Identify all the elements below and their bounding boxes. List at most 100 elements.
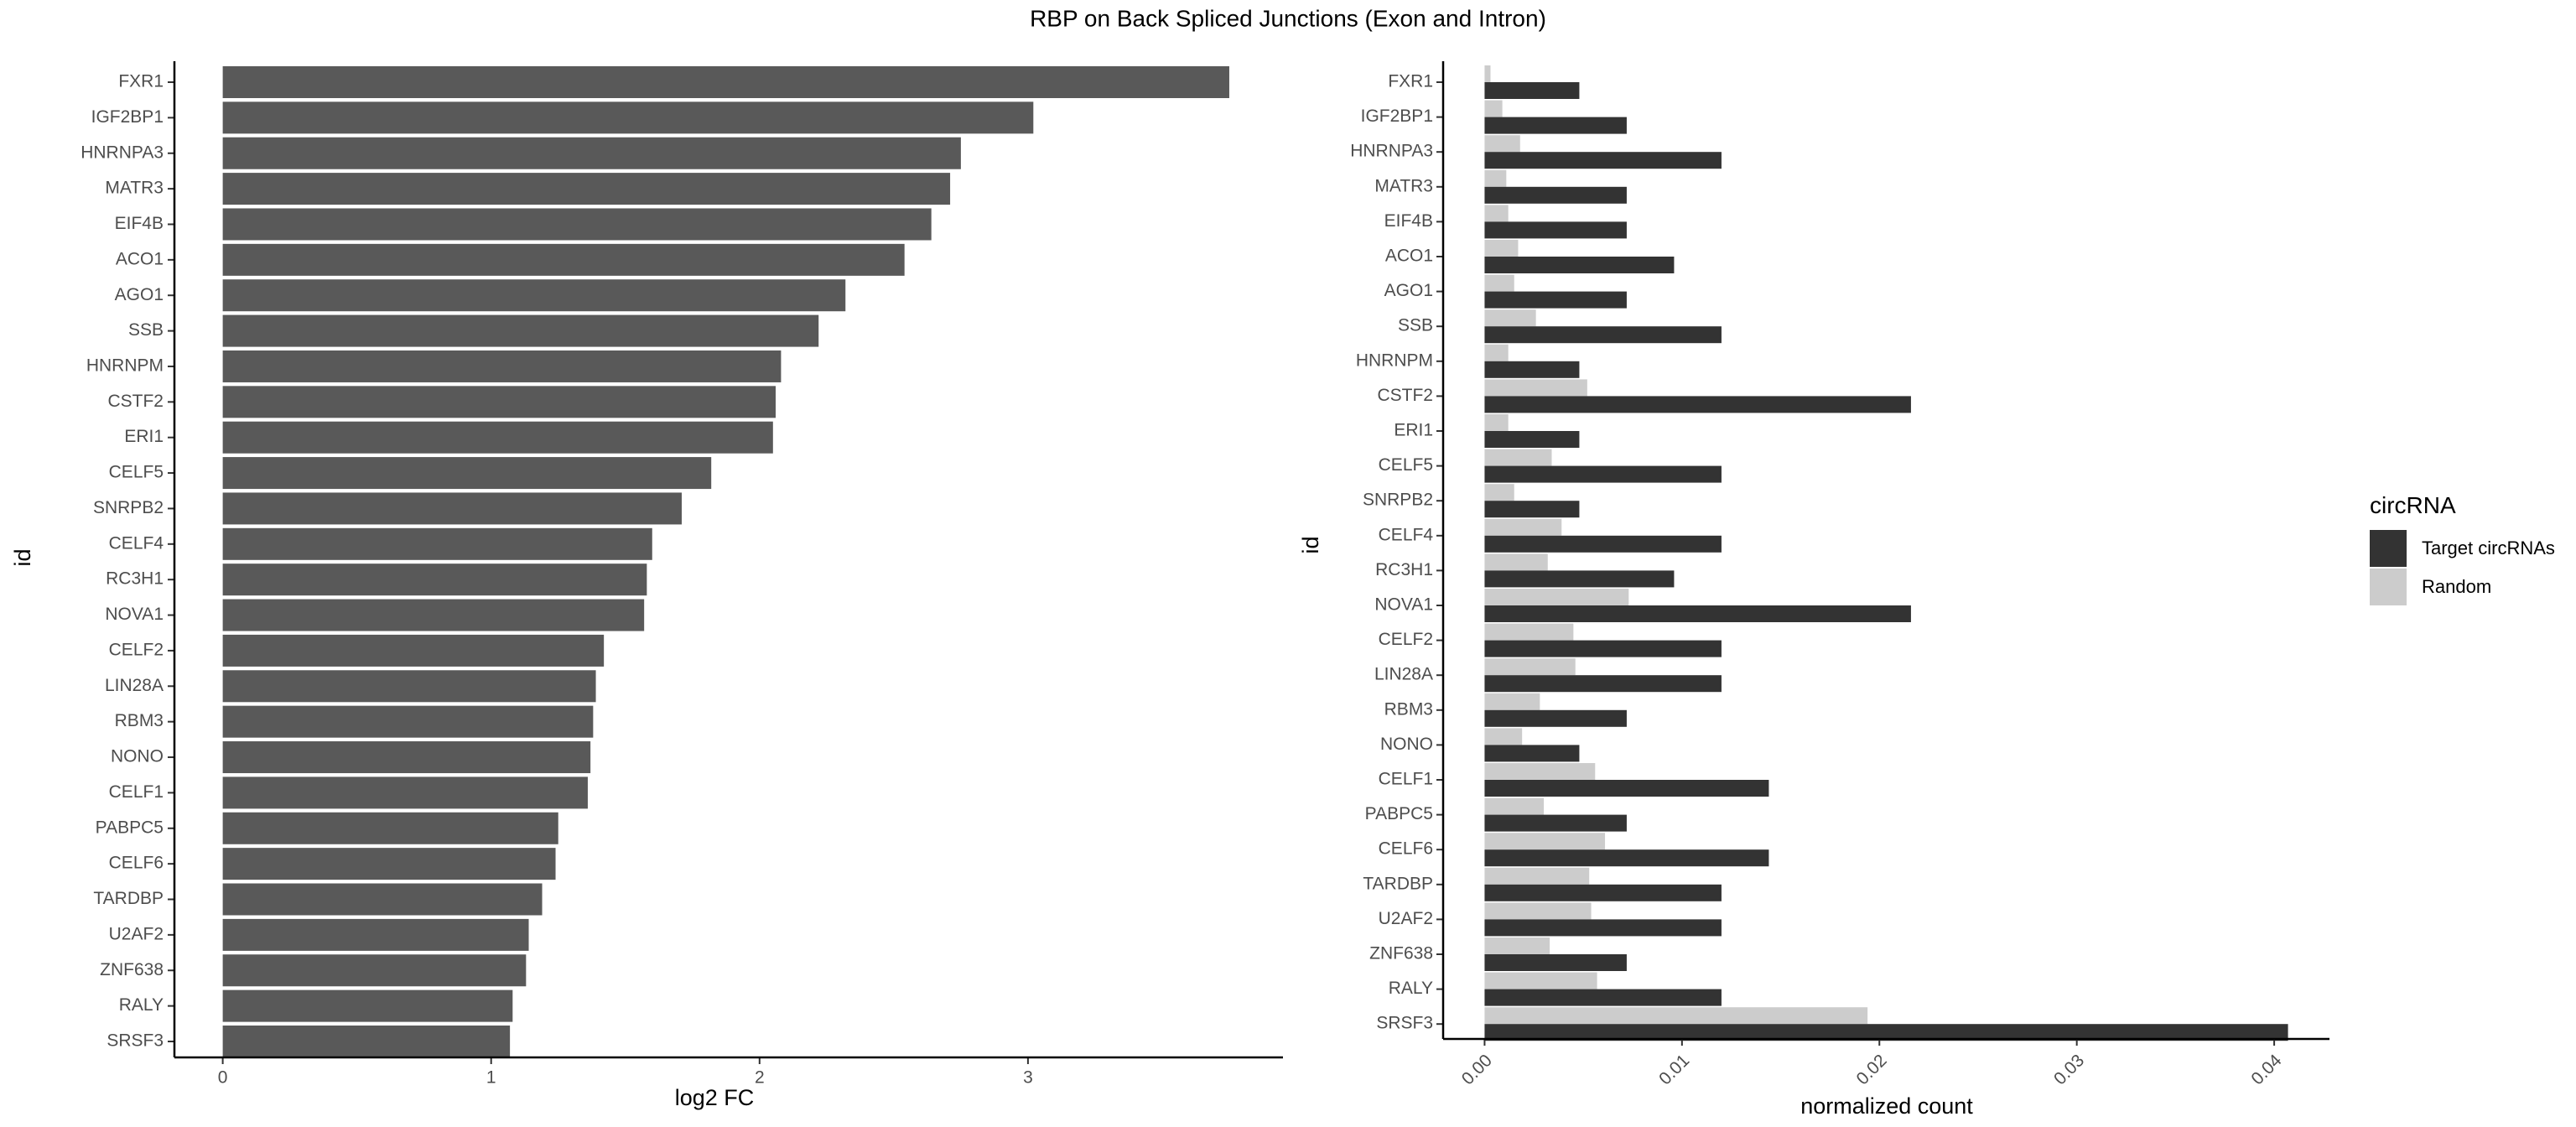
y-tick-label-hnrnpa3: HNRNPA3 (80, 143, 164, 162)
bar-target-raly (1484, 989, 1722, 1006)
bar-celf4 (222, 527, 652, 560)
left-y-tick-labels: FXR1 IGF2BP1 HNRNPA3 MATR3 EIF4B ACO1 AGO1 SSB H… (80, 72, 174, 1051)
bar-random-ssb (1484, 309, 1536, 327)
y-tick-label-hnrnpm: HNRNPM (1356, 351, 1433, 370)
legend-label-target: Target circRNAs (2422, 538, 2555, 558)
y-tick-label-srsf3: SRSF3 (106, 1031, 164, 1051)
bar-target-ssb (1484, 326, 1722, 344)
y-tick-label-igf2bp1: IGF2BP1 (1361, 106, 1433, 126)
legend-swatch-random (2370, 569, 2407, 605)
y-tick-label-pabpc5: PABPC5 (96, 818, 164, 837)
right-panel: FXR1 IGF2BP1 HNRNPA3 MATR3 EIF4B ACO1 AGO1 SSB H… (1298, 61, 2329, 1119)
y-tick-label-ago1: AGO1 (1384, 281, 1433, 300)
bar-random-rc3h1 (1484, 553, 1548, 571)
bar-target-rc3h1 (1484, 570, 1675, 588)
bar-target-celf4 (1484, 535, 1722, 553)
left-x-ticks: 0 1 2 3 (218, 1057, 1033, 1088)
y-tick-label-nova1: NOVA1 (105, 605, 164, 624)
x-tick-label-0.03: 0.03 (2050, 1051, 2088, 1088)
y-tick-label-aco1: ACO1 (1385, 247, 1433, 266)
bar-pabpc5 (222, 812, 558, 844)
bar-matr3 (222, 173, 951, 205)
bar-target-tardbp (1484, 884, 1722, 901)
bar-igf2bp1 (222, 101, 1034, 134)
y-tick-label-matr3: MATR3 (105, 179, 164, 198)
bar-random-celf5 (1484, 449, 1552, 466)
y-tick-label-ssb: SSB (1398, 316, 1433, 335)
bar-raly (222, 989, 513, 1022)
left-y-axis-label: id (10, 548, 35, 566)
y-tick-label-eri1: ERI1 (1394, 421, 1433, 440)
bar-random-znf638 (1484, 937, 1550, 954)
bar-target-celf6 (1484, 849, 1769, 867)
bar-random-eri1 (1484, 414, 1509, 431)
bar-hnrnpa3 (222, 137, 961, 169)
bar-aco1 (222, 243, 905, 276)
bar-random-aco1 (1484, 240, 1519, 257)
bar-nono (222, 741, 591, 774)
bar-target-u2af2 (1484, 919, 1722, 937)
bar-random-cstf2 (1484, 379, 1587, 397)
bar-celf1 (222, 776, 588, 809)
y-tick-label-pabpc5: PABPC5 (1365, 804, 1433, 823)
left-x-axis-label: log2 FC (675, 1085, 755, 1110)
bar-ssb (222, 314, 819, 347)
bar-random-nono (1484, 728, 1523, 745)
y-tick-label-raly: RALY (1389, 979, 1433, 998)
bar-random-celf6 (1484, 833, 1606, 850)
bar-random-nova1 (1484, 589, 1629, 605)
right-y-axis-label: id (1298, 536, 1323, 553)
y-tick-label-raly: RALY (119, 995, 164, 1015)
y-tick-label-hnrnpm: HNRNPM (86, 356, 164, 376)
x-tick-label-0.00: 0.00 (1458, 1051, 1496, 1088)
bar-target-srsf3 (1484, 1024, 2288, 1041)
bar-lin28a (222, 670, 596, 703)
bar-ago1 (222, 279, 846, 312)
bar-target-aco1 (1484, 257, 1675, 273)
bar-random-snrpb2 (1484, 484, 1514, 501)
y-tick-label-celf5: CELF5 (109, 463, 164, 482)
x-tick-label-1: 1 (486, 1068, 496, 1088)
bar-target-rbm3 (1484, 709, 1627, 727)
bar-celf2 (222, 634, 605, 667)
bar-celf6 (222, 848, 556, 880)
y-tick-label-znf638: ZNF638 (100, 960, 164, 979)
bar-target-celf2 (1484, 640, 1722, 657)
bar-random-raly (1484, 972, 1597, 989)
bar-random-tardbp (1484, 867, 1590, 885)
bar-eri1 (222, 421, 773, 454)
x-tick-label-2: 2 (755, 1068, 765, 1088)
y-tick-label-celf1: CELF1 (1379, 770, 1433, 789)
y-tick-label-ssb: SSB (128, 320, 164, 340)
x-tick-label-0: 0 (218, 1068, 228, 1088)
bar-tardbp (222, 883, 543, 916)
bar-random-u2af2 (1484, 902, 1592, 920)
bar-random-igf2bp1 (1484, 100, 1503, 117)
y-tick-label-rbm3: RBM3 (1384, 699, 1433, 719)
bar-target-igf2bp1 (1484, 117, 1627, 134)
bar-rc3h1 (222, 564, 647, 596)
y-tick-label-celf4: CELF4 (1379, 525, 1434, 544)
left-panel: FXR1 IGF2BP1 HNRNPA3 MATR3 EIF4B ACO1 AGO1 SSB H… (10, 61, 1283, 1110)
bar-random-ago1 (1484, 274, 1514, 292)
x-tick-label-0.04: 0.04 (2247, 1051, 2285, 1088)
y-tick-label-nono: NONO (1380, 735, 1433, 754)
y-tick-label-cstf2: CSTF2 (107, 392, 164, 411)
y-tick-label-tardbp: TARDBP (1363, 874, 1433, 893)
right-bars (1484, 65, 2288, 1041)
legend-swatch-target (2370, 530, 2407, 567)
y-tick-label-celf2: CELF2 (1379, 630, 1433, 649)
bar-target-ago1 (1484, 291, 1627, 309)
y-tick-label-lin28a: LIN28A (1374, 665, 1433, 684)
y-tick-label-u2af2: U2AF2 (109, 924, 164, 943)
bar-target-cstf2 (1484, 396, 1911, 413)
bar-hnrnpm (222, 350, 782, 382)
y-tick-label-rc3h1: RC3H1 (106, 569, 164, 589)
y-tick-label-celf4: CELF4 (109, 533, 164, 553)
bar-random-celf1 (1484, 763, 1596, 780)
y-tick-label-ago1: AGO1 (115, 285, 164, 304)
right-x-ticks: 0.00 0.01 0.02 0.03 0.04 (1458, 1039, 2286, 1088)
y-tick-label-rc3h1: RC3H1 (1375, 560, 1433, 579)
bar-random-hnrnpm (1484, 344, 1509, 361)
